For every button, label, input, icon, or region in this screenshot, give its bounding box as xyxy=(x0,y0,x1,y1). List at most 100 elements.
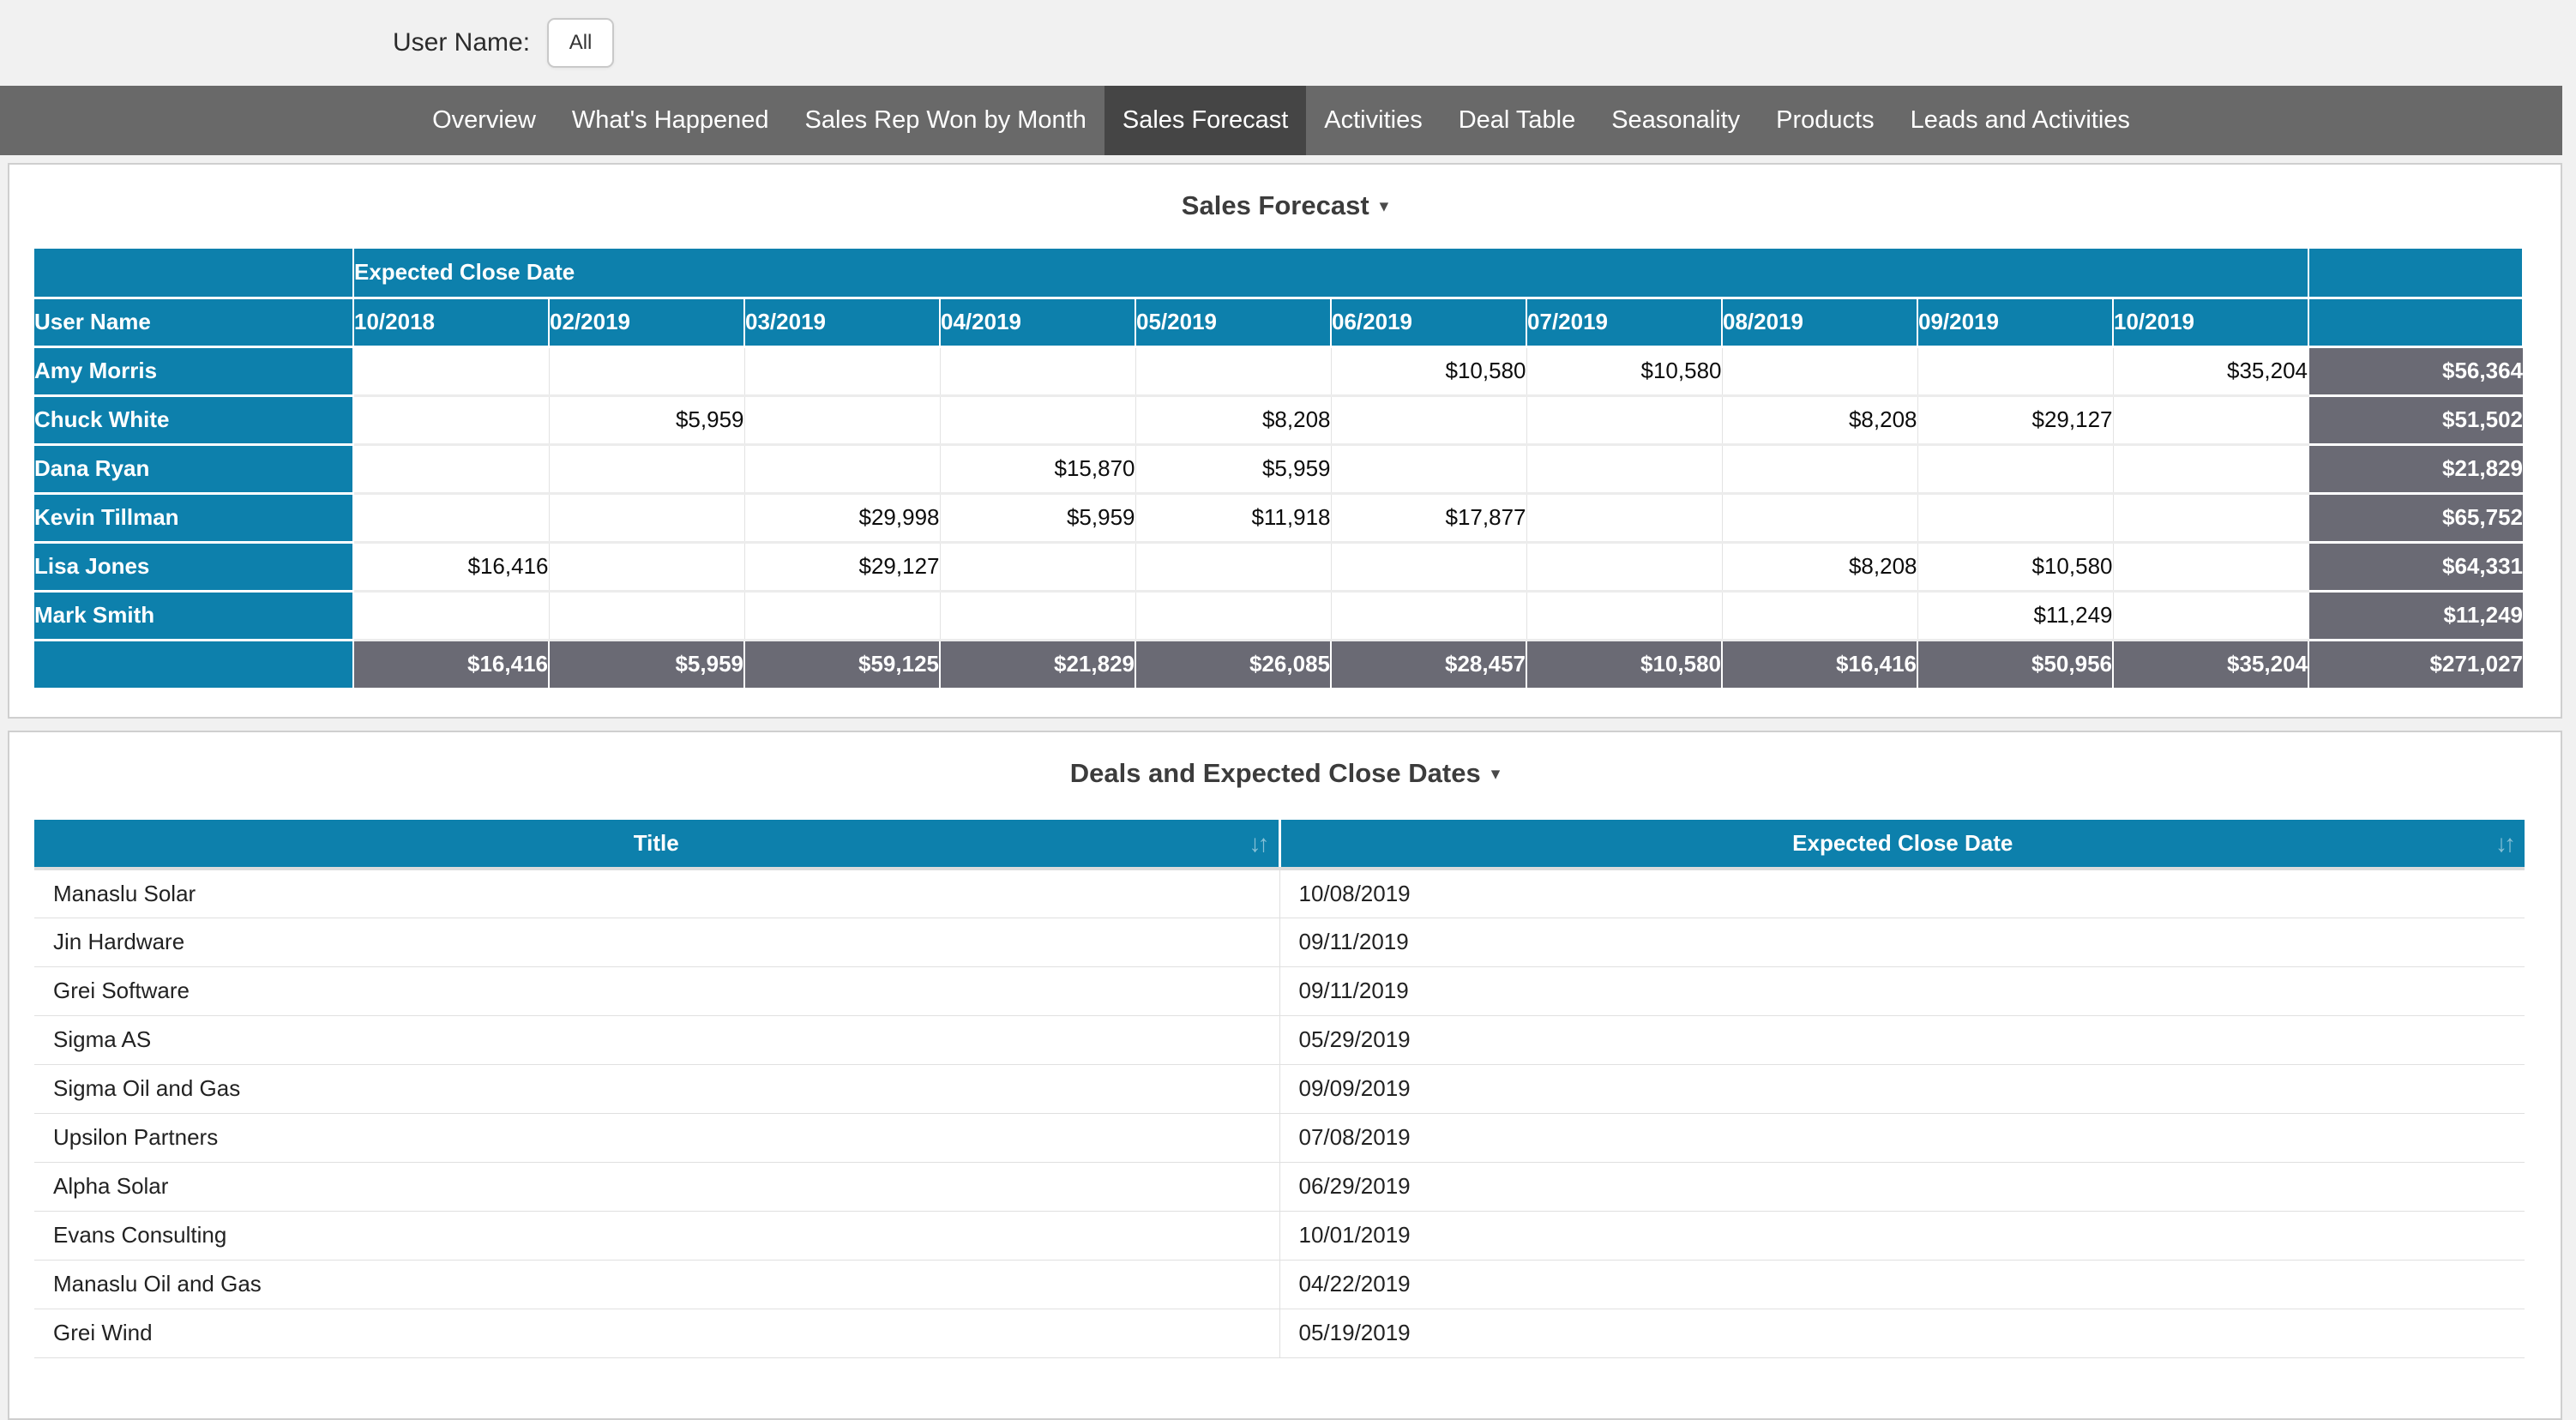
nav-tab-deal-table[interactable]: Deal Table xyxy=(1458,106,1576,134)
deals-cell-date: 09/11/2019 xyxy=(1279,918,2525,967)
pivot-month-header: 02/2019 xyxy=(549,298,745,348)
pivot-row-name: Lisa Jones xyxy=(34,542,354,593)
pivot-totals-row: $16,416 $5,959 $59,125 $21,829 $26,085 $28,45… xyxy=(34,640,2523,690)
pivot-value-cell xyxy=(1135,542,1332,593)
pivot-value-cell: $5,959 xyxy=(940,493,1136,544)
deals-cell-title: Grei Wind xyxy=(34,1309,1280,1358)
pivot-grand-total: $271,027 xyxy=(2308,640,2523,690)
deals-header-title[interactable]: Title ↓↑ xyxy=(34,820,1281,870)
user-name-filter-dropdown[interactable]: All xyxy=(547,18,615,68)
pivot-row-name: Amy Morris xyxy=(34,346,354,397)
pivot-data-row: Amy Morris $10,580 $10,580 $35,204 $56,364 xyxy=(34,346,2523,397)
sort-icon[interactable]: ↓↑ xyxy=(2495,829,2516,857)
deals-cell-date: 09/11/2019 xyxy=(1279,966,2525,1016)
pivot-data-row: Kevin Tillman $29,998 $5,959 $11,918 $17,877… xyxy=(34,493,2523,544)
pivot-value-cell: $10,580 xyxy=(1917,542,2114,593)
nav-tab-sales-forecast[interactable]: Sales Forecast xyxy=(1104,86,1307,155)
pivot-value-cell xyxy=(744,591,941,641)
deals-cell-date: 06/29/2019 xyxy=(1279,1162,2525,1212)
nav-tab-activities[interactable]: Activities xyxy=(1324,106,1423,134)
pivot-value-cell: $8,208 xyxy=(1722,395,1918,446)
pivot-value-cell: $8,208 xyxy=(1722,542,1918,593)
deals-cell-date: 10/08/2019 xyxy=(1279,869,2525,918)
pivot-value-cell: $11,249 xyxy=(1917,591,2114,641)
pivot-title: Sales Forecast xyxy=(1181,190,1369,220)
pivot-value-cell xyxy=(549,591,745,641)
pivot-row-name: Dana Ryan xyxy=(34,444,354,495)
pivot-month-header: 09/2019 xyxy=(1917,298,2114,348)
pivot-value-cell xyxy=(1526,444,1723,495)
deals-cell-title: Grei Software xyxy=(34,966,1280,1016)
pivot-value-cell xyxy=(1331,444,1527,495)
pivot-month-header: 05/2019 xyxy=(1135,298,1332,348)
nav-tab-products[interactable]: Products xyxy=(1776,106,1875,134)
deals-cell-title: Sigma AS xyxy=(34,1015,1280,1065)
pivot-value-cell xyxy=(940,542,1136,593)
pivot-value-cell: $35,204 xyxy=(2113,346,2309,397)
deals-cell-title: Manaslu Solar xyxy=(34,869,1280,918)
deals-cell-date: 10/01/2019 xyxy=(1279,1211,2525,1261)
deals-row: Sigma Oil and Gas 09/09/2019 xyxy=(34,1064,2525,1114)
sort-icon[interactable]: ↓↑ xyxy=(1249,829,1270,857)
deals-cell-title: Manaslu Oil and Gas xyxy=(34,1260,1280,1309)
pivot-title-menu[interactable]: Sales Forecast ▾ xyxy=(9,190,2561,221)
deals-row: Jin Hardware 09/11/2019 xyxy=(34,918,2525,967)
pivot-value-cell xyxy=(1722,444,1918,495)
pivot-value-cell xyxy=(744,395,941,446)
nav-tab-seasonality[interactable]: Seasonality xyxy=(1611,106,1741,134)
pivot-value-cell xyxy=(353,395,550,446)
pivot-value-cell: $17,877 xyxy=(1331,493,1527,544)
deals-title-menu[interactable]: Deals and Expected Close Dates ▾ xyxy=(9,758,2561,789)
pivot-total-column-header xyxy=(2308,249,2524,299)
pivot-value-cell xyxy=(549,444,745,495)
pivot-month-header: 08/2019 xyxy=(1722,298,1918,348)
nav-tab-leads-and-activities[interactable]: Leads and Activities xyxy=(1910,106,2130,134)
pivot-value-cell xyxy=(1135,591,1332,641)
deals-header-label: Expected Close Date xyxy=(1792,830,2013,856)
pivot-column-total: $26,085 xyxy=(1135,640,1332,690)
pivot-value-cell: $29,127 xyxy=(744,542,941,593)
pivot-row-total: $56,364 xyxy=(2308,346,2523,397)
pivot-row-total: $65,752 xyxy=(2308,493,2523,544)
chevron-down-icon: ▾ xyxy=(1490,764,1501,784)
nav-tab-sales-rep-won-by-month[interactable]: Sales Rep Won by Month xyxy=(804,106,1086,134)
deals-row: Manaslu Oil and Gas 04/22/2019 xyxy=(34,1260,2525,1309)
pivot-value-cell: $29,127 xyxy=(1917,395,2114,446)
deals-cell-date: 07/08/2019 xyxy=(1279,1113,2525,1163)
pivot-row-total: $51,502 xyxy=(2308,395,2523,446)
pivot-column-total: $16,416 xyxy=(1722,640,1918,690)
deals-cell-title: Upsilon Partners xyxy=(34,1113,1280,1163)
pivot-totals-label-cell xyxy=(34,640,354,690)
pivot-column-total: $16,416 xyxy=(353,640,550,690)
pivot-value-cell xyxy=(1331,395,1527,446)
pivot-month-header: 03/2019 xyxy=(744,298,941,348)
user-name-filter-label: User Name: xyxy=(393,28,531,57)
pivot-data-row: Chuck White $5,959 $8,208 $8,208 $29,127 $51,… xyxy=(34,395,2523,446)
pivot-value-cell xyxy=(2113,444,2309,495)
pivot-value-cell: $10,580 xyxy=(1331,346,1527,397)
deals-cell-title: Alpha Solar xyxy=(34,1162,1280,1212)
pivot-value-cell: $8,208 xyxy=(1135,395,1332,446)
sales-forecast-panel: Sales Forecast ▾ Expected Close Date User … xyxy=(8,163,2562,719)
nav-tab-what-s-happened[interactable]: What's Happened xyxy=(571,106,769,134)
pivot-row-name: Mark Smith xyxy=(34,591,354,641)
pivot-month-header: 07/2019 xyxy=(1526,298,1723,348)
pivot-value-cell: $5,959 xyxy=(549,395,745,446)
pivot-value-cell xyxy=(1722,493,1918,544)
deals-cell-date: 05/19/2019 xyxy=(1279,1309,2525,1358)
deals-row: Upsilon Partners 07/08/2019 xyxy=(34,1113,2525,1163)
pivot-value-cell: $29,998 xyxy=(744,493,941,544)
pivot-column-total: $50,956 xyxy=(1917,640,2114,690)
pivot-value-cell: $15,870 xyxy=(940,444,1136,495)
pivot-total-column-header xyxy=(2308,298,2524,348)
pivot-value-cell xyxy=(1526,493,1723,544)
deals-row: Sigma AS 05/29/2019 xyxy=(34,1015,2525,1065)
deals-cell-date: 09/09/2019 xyxy=(1279,1064,2525,1114)
deals-cell-title: Jin Hardware xyxy=(34,918,1280,967)
pivot-value-cell: $11,918 xyxy=(1135,493,1332,544)
deals-header-expected-close-date[interactable]: Expected Close Date ↓↑ xyxy=(1279,820,2525,870)
nav-tab-overview[interactable]: Overview xyxy=(432,106,536,134)
pivot-column-total: $35,204 xyxy=(2113,640,2309,690)
pivot-month-header: 10/2019 xyxy=(2113,298,2309,348)
pivot-column-total: $59,125 xyxy=(744,640,941,690)
